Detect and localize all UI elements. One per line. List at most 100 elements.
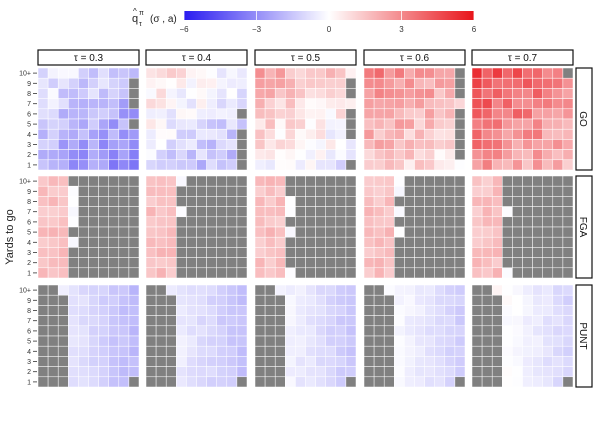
- heatmap-cell: [383, 376, 395, 388]
- heatmap-cell: [424, 226, 435, 238]
- heatmap-cell: [562, 88, 574, 99]
- heatmap-cell: [78, 345, 89, 357]
- heatmap-cell: [98, 257, 109, 269]
- heatmap-cell: [522, 325, 533, 337]
- heatmap-cell: [394, 98, 405, 110]
- heatmap-cell: [98, 294, 109, 306]
- heatmap-cell: [196, 376, 207, 388]
- heatmap-cell: [444, 67, 456, 79]
- heatmap-panel: [37, 175, 140, 279]
- heatmap-cell: [216, 315, 228, 327]
- heatmap-cell: [264, 98, 276, 110]
- column-strip-label: τ = 0.6: [400, 53, 430, 64]
- y-tick-label: 1: [27, 379, 31, 386]
- heatmap-cell: [226, 159, 238, 171]
- heatmap-cell: [274, 345, 286, 357]
- heatmap-cell: [345, 305, 357, 316]
- heatmap-cell: [522, 206, 533, 218]
- heatmap-cell: [454, 77, 466, 89]
- heatmap-cell: [444, 206, 456, 218]
- heatmap-cell: [118, 376, 130, 388]
- heatmap-cell: [165, 216, 177, 228]
- heatmap-panel: [471, 175, 574, 279]
- heatmap-cell: [481, 366, 493, 378]
- heatmap-cell: [363, 128, 375, 140]
- heatmap-cell: [57, 257, 69, 269]
- heatmap-cell: [315, 139, 326, 150]
- heatmap-cell: [454, 108, 466, 120]
- heatmap-cell: [444, 216, 456, 228]
- heatmap-cell: [414, 108, 425, 120]
- heatmap-cell: [186, 356, 197, 367]
- heatmap-cell: [236, 257, 248, 269]
- heatmap-cell: [186, 345, 197, 357]
- column-strip-label: τ = 0.5: [291, 53, 321, 64]
- heatmap-cell: [145, 345, 157, 357]
- heatmap-cell: [394, 315, 405, 327]
- heatmap-cell: [206, 335, 217, 347]
- heatmap-cell: [552, 325, 564, 337]
- heatmap-cell: [216, 267, 228, 279]
- heatmap-cell: [206, 175, 217, 187]
- heatmap-cell: [552, 98, 564, 110]
- heatmap-cell: [196, 325, 207, 337]
- heatmap-cell: [434, 206, 446, 218]
- heatmap-cell: [216, 366, 228, 378]
- heatmap-cell: [295, 128, 306, 140]
- heatmap-cell: [254, 159, 266, 171]
- heatmap-cell: [264, 305, 276, 316]
- heatmap-cell: [118, 284, 130, 296]
- heatmap-cell: [118, 118, 130, 130]
- heatmap-cell: [37, 226, 49, 238]
- heatmap-cell: [206, 236, 217, 248]
- heatmap-cell: [335, 226, 347, 238]
- heatmap-cell: [264, 335, 276, 347]
- heatmap-cell: [254, 128, 266, 140]
- heatmap-cell: [434, 366, 446, 378]
- heatmap-cell: [471, 284, 483, 296]
- heatmap-cell: [186, 366, 197, 378]
- heatmap-cell: [98, 315, 109, 327]
- y-tick-label: 4: [27, 240, 31, 247]
- heatmap-cell: [335, 267, 347, 279]
- heatmap-cell: [78, 284, 89, 296]
- heatmap-cell: [206, 294, 217, 306]
- heatmap-cell: [522, 108, 533, 120]
- heatmap-cell: [394, 257, 405, 269]
- heatmap-cell: [345, 128, 357, 140]
- heatmap-cell: [226, 294, 238, 306]
- heatmap-cell: [145, 77, 157, 89]
- heatmap-cell: [226, 98, 238, 110]
- y-tick-label: 5: [27, 230, 31, 237]
- heatmap-cell: [186, 98, 197, 110]
- heatmap-cell: [186, 257, 197, 269]
- heatmap-cell: [345, 315, 357, 327]
- heatmap-cell: [373, 206, 385, 218]
- heatmap-cell: [522, 128, 533, 140]
- heatmap-cell: [274, 267, 286, 279]
- heatmap-cell: [394, 77, 405, 89]
- heatmap-cell: [285, 196, 296, 207]
- heatmap-cell: [562, 185, 574, 197]
- heatmap-cell: [108, 206, 120, 218]
- heatmap-cell: [345, 335, 357, 347]
- heatmap-cell: [88, 226, 99, 238]
- heatmap-cell: [305, 128, 316, 140]
- heatmap-cell: [542, 345, 554, 357]
- heatmap-cell: [128, 325, 140, 337]
- heatmap-cell: [305, 247, 316, 258]
- heatmap-cell: [165, 247, 177, 258]
- heatmap-cell: [315, 216, 326, 228]
- heatmap-cell: [424, 185, 435, 197]
- heatmap-cell: [78, 98, 89, 110]
- heatmap-cell: [542, 206, 554, 218]
- heatmap-cell: [481, 159, 493, 171]
- heatmap-cell: [57, 139, 69, 150]
- heatmap-cell: [454, 216, 466, 228]
- heatmap-cell: [78, 305, 89, 316]
- heatmap-cell: [57, 175, 69, 187]
- heatmap-cell: [315, 366, 326, 378]
- heatmap-cell: [383, 185, 395, 197]
- heatmap-cell: [383, 175, 395, 187]
- heatmap-cell: [373, 98, 385, 110]
